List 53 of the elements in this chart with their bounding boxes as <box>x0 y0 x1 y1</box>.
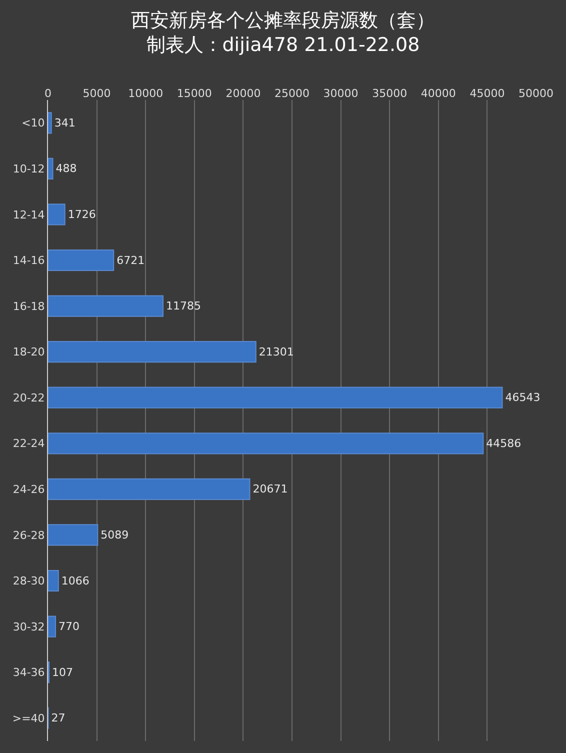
x-tick-label: 20000 <box>226 86 261 100</box>
y-tick-label: 30-32 <box>12 620 45 634</box>
data-label: 770 <box>58 620 80 634</box>
y-tick-label: <10 <box>22 116 45 130</box>
bar <box>48 295 164 317</box>
y-tick-label: 26-28 <box>12 528 45 542</box>
bar <box>48 158 54 180</box>
x-tick-label: 40000 <box>420 86 456 100</box>
chart-title: 西安新房各个公摊率段房源数（套） <box>131 9 435 32</box>
x-tick-label: 25000 <box>274 86 310 100</box>
data-label: 11785 <box>166 300 202 313</box>
bar <box>48 341 256 363</box>
x-tick-label: 5000 <box>82 86 111 100</box>
data-label: 20671 <box>252 482 288 496</box>
bar <box>48 249 114 272</box>
chart-subtitle: 制表人：dijia478 21.01-22.08 <box>146 34 420 56</box>
data-label: 1066 <box>61 574 90 588</box>
x-tick-label: 15000 <box>176 86 212 100</box>
x-tick-label: 50000 <box>518 86 554 100</box>
data-label: 1726 <box>68 208 96 221</box>
data-label: 46543 <box>505 391 540 404</box>
data-label: 21301 <box>258 345 294 358</box>
y-tick-label: 10-12 <box>12 162 45 176</box>
x-tick-label: 10000 <box>128 86 164 100</box>
bar <box>48 204 66 226</box>
bar <box>48 478 250 500</box>
bar <box>48 616 56 638</box>
y-tick-label: 22-24 <box>12 437 45 450</box>
data-label: 107 <box>52 666 74 679</box>
y-tick-label: 20-22 <box>12 391 45 404</box>
x-tick-label: 35000 <box>372 86 408 100</box>
data-label: 27 <box>51 712 66 725</box>
y-tick-label: 18-20 <box>12 346 45 359</box>
data-label: 488 <box>56 162 77 176</box>
x-tick-label: 0 <box>44 86 52 100</box>
bar <box>48 386 503 408</box>
data-label: 6721 <box>116 254 145 267</box>
y-tick-label: >=40 <box>12 712 45 725</box>
y-tick-label: 28-30 <box>12 574 45 588</box>
y-tick-label: 16-18 <box>12 300 45 313</box>
bar <box>48 112 52 134</box>
y-tick-label: 14-16 <box>12 254 45 268</box>
bar <box>48 570 59 592</box>
x-tick-label: 45000 <box>470 86 505 100</box>
data-label: 5089 <box>100 528 129 542</box>
x-tick-label: 30000 <box>323 86 358 100</box>
data-label: 44586 <box>486 436 522 450</box>
y-tick-label: 12-14 <box>12 208 45 222</box>
bar <box>48 524 98 546</box>
y-tick-label: 24-26 <box>12 483 45 496</box>
y-tick-label: 34-36 <box>12 666 45 680</box>
bar <box>48 432 484 454</box>
data-label: 341 <box>54 116 76 130</box>
